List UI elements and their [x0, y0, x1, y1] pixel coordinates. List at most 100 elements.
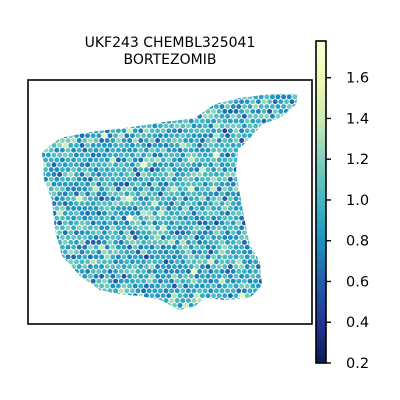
spot [230, 181, 236, 187]
spot [275, 210, 281, 216]
spot [101, 162, 107, 168]
spot [42, 201, 46, 207]
spot [107, 191, 113, 197]
spot [57, 249, 63, 255]
spot [185, 181, 191, 187]
spot [82, 186, 88, 192]
spot [152, 278, 158, 284]
spot [267, 99, 273, 105]
spot [76, 225, 82, 231]
spot [188, 264, 194, 270]
spot [227, 128, 233, 134]
spot [129, 230, 135, 236]
spot [45, 162, 51, 168]
spot [171, 205, 177, 211]
spot [197, 201, 203, 206]
spot [99, 108, 105, 114]
spot [107, 152, 113, 158]
spot [236, 239, 242, 245]
colorbar-tick-label: 0.4 [346, 315, 369, 331]
spot [65, 215, 71, 221]
spot [258, 269, 264, 274]
spot [185, 191, 191, 197]
spot [225, 288, 231, 294]
spot [241, 172, 247, 177]
spot [169, 288, 175, 294]
spot [155, 215, 161, 221]
spot [166, 186, 172, 192]
spot [216, 128, 222, 134]
spot [264, 288, 270, 294]
spot [68, 201, 74, 206]
spot [211, 254, 217, 260]
spot [157, 142, 163, 148]
spot [169, 307, 175, 310]
spot [180, 191, 186, 197]
spot [93, 196, 99, 202]
spot [185, 288, 191, 294]
spot [107, 249, 113, 255]
spot [42, 278, 46, 284]
spot [104, 264, 110, 270]
spot [62, 298, 68, 303]
spot [59, 108, 65, 114]
spot [255, 157, 261, 163]
spot [166, 167, 172, 173]
spot [267, 283, 273, 289]
spot [177, 138, 183, 143]
spot [286, 152, 292, 158]
spot [127, 99, 133, 105]
spot [188, 99, 194, 105]
spot [85, 298, 91, 303]
spot [104, 128, 110, 134]
spot [239, 215, 245, 221]
spot [155, 99, 161, 105]
spot [177, 94, 183, 95]
spot [71, 94, 77, 95]
spot [155, 108, 161, 114]
spot [163, 152, 169, 158]
spot [244, 118, 250, 124]
spot [85, 191, 91, 197]
spot [199, 138, 205, 143]
spot [177, 264, 183, 270]
spot [191, 172, 197, 177]
spot [250, 99, 256, 105]
spot [171, 225, 177, 231]
spot [272, 138, 278, 143]
spot [62, 259, 68, 265]
spot [244, 94, 250, 95]
spot [160, 157, 166, 163]
spot [205, 108, 211, 114]
spot [42, 288, 46, 294]
spot [132, 264, 138, 270]
spot [146, 288, 152, 294]
spot [110, 235, 116, 240]
spot [244, 157, 250, 163]
spot [289, 273, 295, 279]
spot [51, 113, 57, 119]
spot [185, 249, 191, 255]
spot [177, 244, 183, 250]
spot [107, 259, 113, 265]
spot [197, 113, 203, 119]
spot [191, 104, 197, 110]
spot [99, 94, 105, 95]
spot [42, 172, 46, 177]
spot [230, 152, 236, 158]
spot [48, 235, 54, 240]
spot [222, 235, 228, 240]
spot [124, 230, 130, 236]
spot [157, 288, 163, 294]
spot [219, 94, 225, 100]
spot [227, 196, 233, 202]
spot [141, 230, 147, 236]
spot [85, 113, 91, 119]
spot [43, 244, 49, 250]
spot [225, 133, 231, 139]
spot [124, 113, 130, 119]
spot [45, 113, 51, 119]
spot [157, 239, 163, 245]
spot [71, 254, 77, 260]
spot [180, 259, 186, 265]
